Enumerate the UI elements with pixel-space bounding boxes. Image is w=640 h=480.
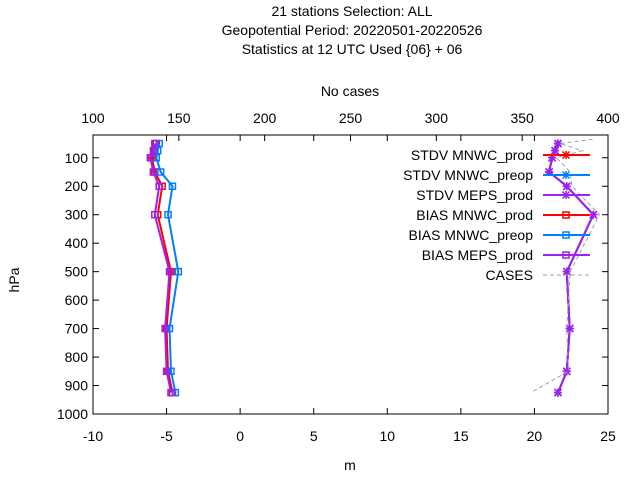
square-marker [156, 168, 165, 176]
legend-item: BIAS MEPS_prod [422, 247, 590, 263]
star-marker [561, 190, 571, 200]
x-tick-label: 20 [527, 428, 543, 444]
legend-label: BIAS MNWC_prod [416, 207, 533, 223]
series-cases [530, 138, 601, 394]
plot-frame [92, 134, 609, 415]
series-bias-meps-prod [146, 139, 175, 397]
chart-title-line-1: 21 stations Selection: ALL [271, 3, 432, 19]
series-line [530, 138, 601, 394]
star-marker [589, 210, 598, 219]
square-marker [165, 267, 174, 276]
x2-tick-label: 200 [253, 110, 277, 126]
y-tick-label: 500 [65, 264, 89, 280]
legend: STDV MNWC_prod STDV MNWC_preop STDV MEPS_p… [403, 147, 590, 283]
x2-tick-label: 150 [167, 110, 191, 126]
star-marker [562, 182, 571, 191]
x2-tick-label: 250 [339, 110, 363, 126]
square-marker [151, 139, 159, 148]
square-marker [174, 267, 183, 276]
legend-item: STDV MNWC_prod [411, 147, 590, 163]
legend-label: BIAS MEPS_prod [422, 247, 533, 263]
legend-item: CASES [486, 267, 590, 283]
legend-item: STDV MEPS_prod [416, 187, 590, 203]
square-marker [562, 251, 570, 259]
legend-label: CASES [486, 267, 533, 283]
square-marker [155, 139, 163, 148]
star-marker [561, 170, 571, 180]
square-marker [149, 168, 158, 176]
legend-item: BIAS MNWC_prod [416, 207, 590, 223]
y-axis-label: hPa [6, 267, 22, 292]
x2-tick-label: 400 [596, 110, 620, 126]
series-stdv-mnwc-prod [545, 139, 598, 397]
series-line [547, 143, 595, 393]
square-marker [153, 146, 162, 155]
square-marker [164, 210, 172, 219]
y-tick-label: 200 [65, 178, 89, 194]
legend-item: BIAS MNWC_preop [409, 227, 590, 243]
legend-label: STDV MNWC_prod [411, 147, 533, 163]
x2-tick-label: 350 [510, 110, 534, 126]
y-tick-label: 700 [65, 321, 89, 337]
legend-label: BIAS MNWC_preop [409, 227, 534, 243]
square-marker [165, 324, 174, 333]
series-stdv-mnwc-preop [545, 139, 598, 397]
legend-label: STDV MEPS_prod [416, 187, 533, 203]
star-marker [561, 150, 571, 160]
x-tick-label: 5 [310, 428, 318, 444]
y-tick-label: 800 [65, 349, 89, 365]
square-marker [167, 388, 175, 397]
square-marker [171, 388, 180, 397]
x2-axis-label: No cases [321, 83, 379, 99]
x-tick-label: 10 [379, 428, 395, 444]
chart-title-line-3: Statistics at 12 UTC Used {06} + 06 [242, 41, 463, 57]
square-marker [155, 182, 163, 190]
x2-tick-label: 300 [425, 110, 449, 126]
y-tick-label: 1000 [57, 406, 88, 422]
star-marker [550, 146, 560, 155]
square-marker [151, 210, 159, 219]
square-marker [562, 231, 570, 239]
square-marker [161, 324, 169, 333]
x-tick-label: -5 [160, 428, 173, 444]
chart-title-line-2: Geopotential Period: 20220501-20220526 [222, 22, 483, 38]
legend-item: STDV MNWC_preop [403, 167, 590, 183]
x-tick-label: 0 [236, 428, 244, 444]
x-tick-label: -10 [83, 428, 103, 444]
y-tick-label: 900 [65, 378, 89, 394]
star-marker [562, 267, 571, 276]
star-marker [553, 139, 563, 148]
square-marker [149, 146, 158, 155]
y-tick-label: 400 [65, 235, 89, 251]
series-line [547, 143, 595, 393]
x2-tick-label: 100 [81, 110, 105, 126]
legend-label: STDV MNWC_preop [403, 167, 533, 183]
y-tick-label: 600 [65, 292, 89, 308]
square-marker [562, 211, 570, 219]
square-marker [146, 154, 155, 162]
x-tick-label: 25 [600, 428, 616, 444]
star-marker [562, 367, 571, 376]
square-marker [168, 182, 177, 190]
axes: -10 -5 0 5 10 15 20 25 100 150 200 250 300 350 400 100 2… [57, 110, 620, 444]
x-axis-label: m [344, 457, 356, 473]
y-tick-label: 100 [65, 150, 89, 166]
star-marker [553, 388, 563, 397]
x-tick-label: 15 [453, 428, 469, 444]
square-marker [167, 367, 175, 376]
series-line [547, 143, 595, 393]
y-tick-label: 300 [65, 207, 89, 223]
series-stdv-meps-prod [545, 139, 598, 397]
square-marker [162, 367, 171, 376]
